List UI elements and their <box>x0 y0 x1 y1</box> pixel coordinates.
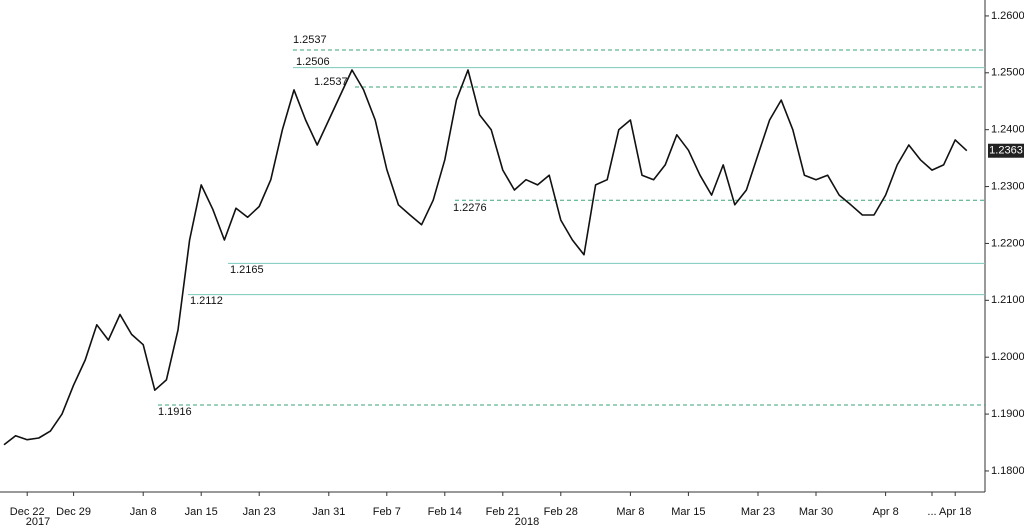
x-tick-label: ... <box>927 506 936 518</box>
annotation: 1.2165 <box>230 264 264 276</box>
x-tick-label: Feb 14 <box>428 506 462 518</box>
x-tick-label: Dec 29 <box>56 506 91 518</box>
y-tick-label: 1.1800 <box>991 465 1024 477</box>
x-tick-label: Jan 15 <box>185 506 218 518</box>
y-tick-label: 1.2500 <box>991 67 1024 79</box>
annotation: 1.2506 <box>296 56 330 68</box>
x-group-label: 2018 <box>515 516 539 528</box>
x-tick-label: Jan 8 <box>130 506 157 518</box>
x-tick-label: Apr 18 <box>939 506 971 518</box>
annotation: 1.2537 <box>293 34 327 46</box>
x-tick-label: Feb 21 <box>486 506 520 518</box>
x-tick-label: Mar 23 <box>741 506 775 518</box>
y-tick-label: 1.2400 <box>991 124 1024 136</box>
y-tick-label: 1.2600 <box>991 10 1024 22</box>
x-tick-label: Feb 28 <box>544 506 578 518</box>
x-tick-label: Jan 23 <box>243 506 276 518</box>
last-value-box <box>988 143 1024 158</box>
y-tick-label: 1.2000 <box>991 351 1024 363</box>
y-tick-label: 1.2300 <box>991 180 1024 192</box>
annotation: 1.2537 <box>314 76 348 88</box>
x-group-label: 2017 <box>26 516 50 528</box>
x-tick-label: Apr 8 <box>872 506 898 518</box>
annotation: 1.2276 <box>453 202 487 214</box>
last-value-label: 1.2363 <box>989 145 1023 157</box>
x-tick-label: Mar 15 <box>671 506 705 518</box>
x-tick-label: Mar 8 <box>616 506 644 518</box>
y-tick-label: 1.2200 <box>991 237 1024 249</box>
x-tick-label: Feb 7 <box>373 506 401 518</box>
x-tick-label: Mar 30 <box>799 506 833 518</box>
price-line <box>3 69 968 446</box>
x-tick-label: Jan 31 <box>312 506 345 518</box>
y-tick-label: 1.1900 <box>991 408 1024 420</box>
y-tick-label: 1.2100 <box>991 294 1024 306</box>
x-tick-label: Dec 22 <box>10 506 45 518</box>
annotation: 1.1916 <box>158 406 192 418</box>
annotation: 1.2112 <box>190 295 223 307</box>
